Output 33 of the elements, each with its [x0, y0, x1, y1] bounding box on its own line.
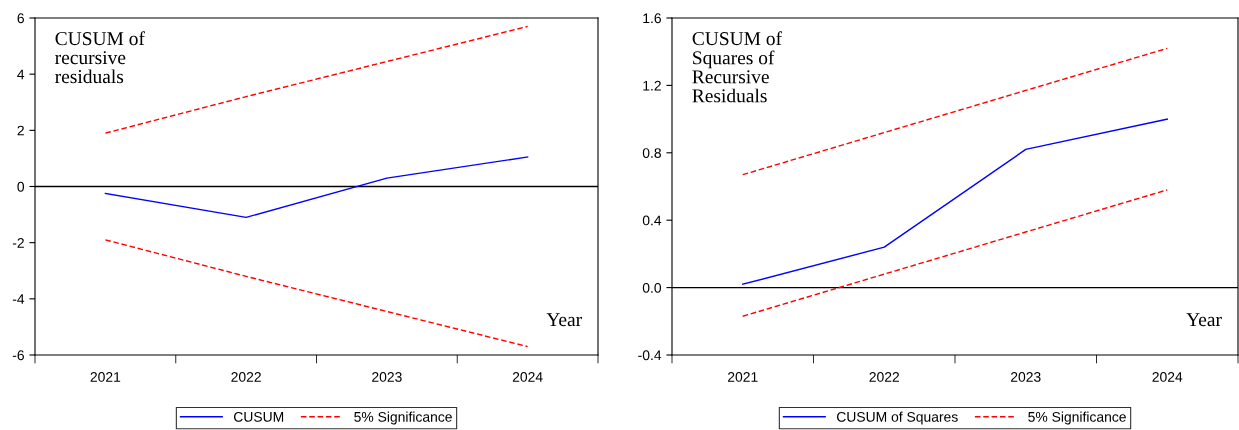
x-tick-label: 2023 [1011, 372, 1041, 382]
y-tick-label: 1.2 [643, 80, 661, 91]
x-tick-label: 2024 [1152, 372, 1183, 382]
x-tick-label: 2023 [372, 372, 402, 382]
x-axis-title: Year [1186, 313, 1222, 327]
y-tick-label: -6 [12, 350, 24, 361]
y-tick-label: -2 [12, 238, 24, 248]
x-tick-label: 2024 [512, 372, 543, 382]
x-axis-title: Year [546, 313, 582, 327]
legend-label: 5% Significance [354, 411, 452, 425]
line-series [742, 118, 1168, 285]
line-series [742, 189, 1168, 317]
line-series [104, 156, 529, 219]
x-tick-label: 2022 [869, 372, 899, 382]
legend-label: CUSUM of Squares [836, 411, 958, 425]
legend-label: 5% Significance [1028, 411, 1126, 425]
line-series [104, 239, 529, 348]
y-tick-label: 2 [17, 125, 24, 136]
x-tick-label: 2022 [231, 372, 261, 382]
y-tick-label: 4 [17, 69, 25, 80]
annotation: CUSUM of Squares of Recursive Residuals [692, 31, 783, 103]
legend-label: CUSUM [234, 411, 284, 422]
x-tick-label: 2021 [728, 372, 758, 382]
y-tick-label: -0.4 [638, 350, 662, 361]
x-tick-label: 2021 [90, 372, 121, 382]
y-tick-label: 0.0 [642, 282, 662, 293]
y-tick-label: 0.4 [642, 215, 662, 226]
annotation: CUSUM of recursive residuals [55, 31, 145, 84]
y-tick-label: 0.8 [642, 148, 661, 158]
y-tick-label: 6 [17, 13, 24, 24]
y-tick-label: -4 [12, 294, 25, 304]
y-tick-label: 0 [17, 181, 25, 192]
y-tick-label: 1.6 [643, 13, 661, 24]
